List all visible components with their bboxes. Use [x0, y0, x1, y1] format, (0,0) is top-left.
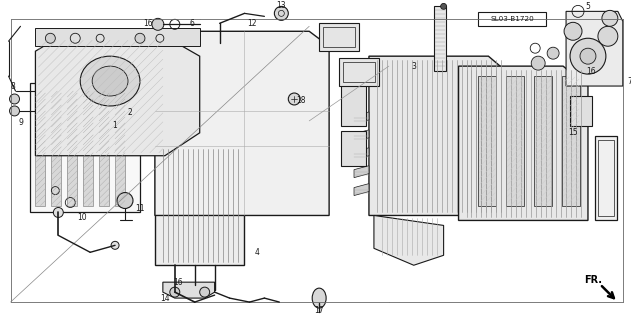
Polygon shape	[354, 184, 369, 196]
Ellipse shape	[80, 56, 140, 106]
Bar	[341, 76, 366, 126]
Ellipse shape	[312, 288, 326, 308]
Text: SL03-B1720: SL03-B1720	[490, 16, 534, 22]
Text: 18: 18	[297, 96, 306, 106]
Polygon shape	[354, 112, 369, 124]
Polygon shape	[354, 148, 369, 160]
Text: 11: 11	[135, 204, 144, 213]
Bar	[343, 62, 375, 82]
Text: 2: 2	[127, 108, 133, 117]
Text: 5: 5	[586, 2, 591, 11]
Bar	[339, 58, 379, 86]
Text: 12: 12	[247, 19, 256, 28]
Ellipse shape	[580, 48, 596, 64]
Bar	[68, 91, 77, 205]
Polygon shape	[374, 215, 444, 265]
Bar	[534, 76, 552, 205]
Bar	[319, 23, 359, 51]
Bar	[155, 146, 244, 265]
Bar	[478, 76, 497, 205]
Ellipse shape	[117, 193, 133, 209]
Text: 10: 10	[78, 213, 87, 222]
Text: 16: 16	[173, 278, 182, 287]
Polygon shape	[163, 282, 215, 298]
Ellipse shape	[9, 106, 20, 116]
Ellipse shape	[54, 207, 63, 218]
Ellipse shape	[45, 33, 56, 43]
Ellipse shape	[170, 287, 180, 297]
Polygon shape	[354, 130, 369, 142]
Polygon shape	[369, 56, 509, 215]
Bar	[35, 91, 45, 205]
Text: 8: 8	[10, 82, 15, 91]
Ellipse shape	[199, 287, 209, 297]
Bar	[598, 140, 614, 216]
Ellipse shape	[135, 33, 145, 43]
Ellipse shape	[92, 66, 128, 96]
Ellipse shape	[602, 10, 618, 26]
Text: 6: 6	[189, 19, 194, 28]
Bar	[83, 91, 93, 205]
Bar	[433, 6, 445, 71]
Polygon shape	[155, 31, 329, 215]
Polygon shape	[566, 12, 623, 86]
Ellipse shape	[564, 22, 582, 40]
Bar	[506, 76, 524, 205]
Bar	[341, 131, 366, 166]
Ellipse shape	[598, 26, 618, 46]
Ellipse shape	[570, 38, 606, 74]
Bar	[570, 96, 592, 126]
Ellipse shape	[440, 4, 447, 9]
Text: 16: 16	[586, 67, 596, 76]
Text: 14: 14	[160, 293, 170, 303]
Bar	[35, 28, 199, 46]
Bar	[51, 91, 61, 205]
Text: 17: 17	[314, 306, 324, 315]
Bar	[562, 76, 580, 205]
Text: 15: 15	[569, 128, 578, 137]
Ellipse shape	[111, 241, 119, 249]
Bar	[323, 27, 355, 47]
Text: 13: 13	[276, 1, 286, 10]
Polygon shape	[35, 36, 199, 156]
Ellipse shape	[274, 6, 288, 20]
Ellipse shape	[547, 47, 559, 59]
Text: 7: 7	[627, 76, 631, 85]
Bar	[115, 91, 125, 205]
Bar	[30, 83, 140, 212]
Ellipse shape	[531, 56, 545, 70]
Text: 9: 9	[18, 118, 23, 127]
Ellipse shape	[288, 93, 300, 105]
Polygon shape	[459, 66, 588, 220]
Polygon shape	[354, 166, 369, 178]
Text: 1: 1	[113, 121, 117, 130]
Text: 3: 3	[411, 62, 416, 71]
Ellipse shape	[152, 18, 164, 30]
Bar	[595, 136, 617, 220]
Text: FR.: FR.	[584, 275, 602, 285]
Text: 4: 4	[255, 248, 260, 257]
Bar	[478, 12, 546, 26]
Bar	[99, 91, 109, 205]
Ellipse shape	[9, 94, 20, 104]
Text: 16: 16	[143, 19, 153, 28]
